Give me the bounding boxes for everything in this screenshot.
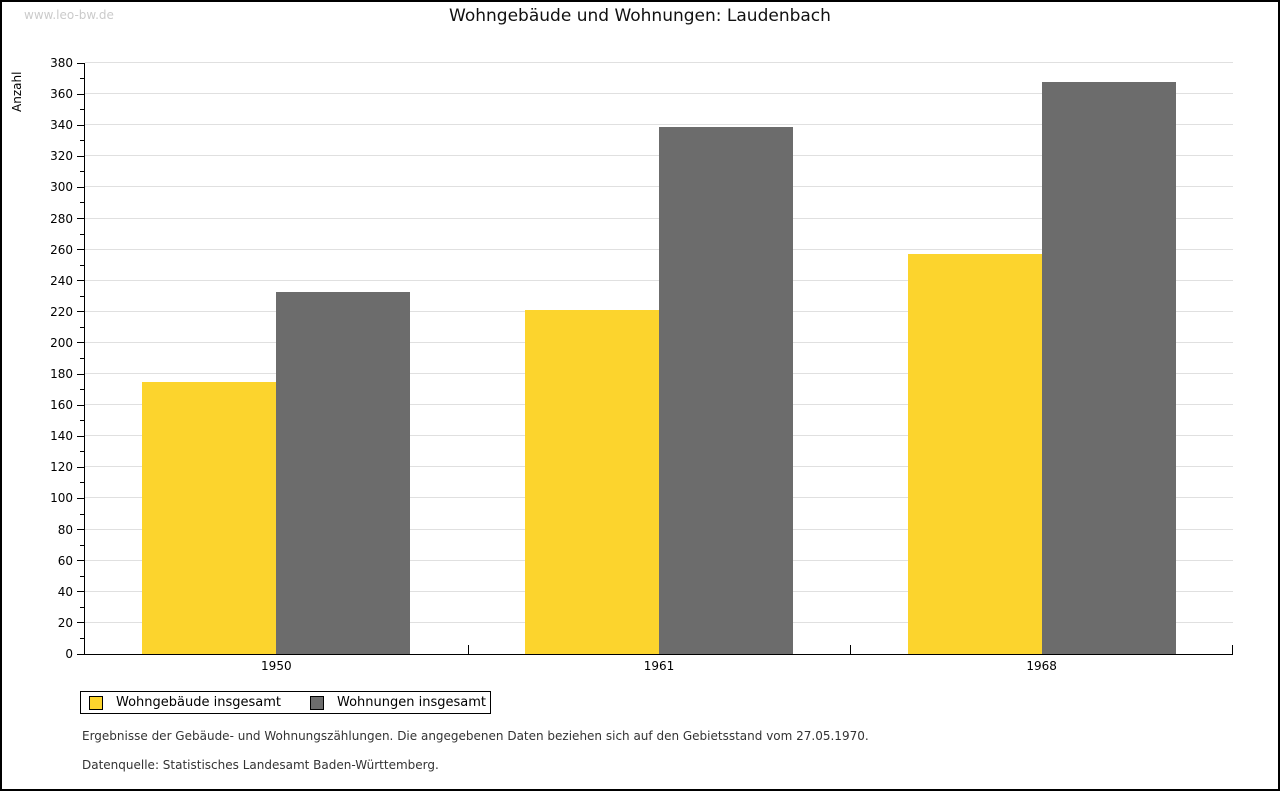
y-tick-160	[77, 404, 84, 406]
y-tick-label-60: 60	[57, 553, 73, 568]
y-tick-380	[77, 63, 84, 64]
y-tick-220	[77, 311, 84, 313]
y-tick-120	[77, 466, 84, 468]
y-tick-270	[80, 233, 84, 235]
legend-swatch-wohnungen	[310, 695, 324, 710]
y-tick-label-0: 0	[65, 647, 73, 661]
y-tick-170	[80, 389, 84, 391]
bar-1950-wohngebaeude	[142, 381, 277, 654]
legend-label-wohnungen: Wohnungen insgesamt	[337, 695, 486, 710]
y-tick-90	[80, 513, 84, 515]
y-tick-label-200: 200	[50, 335, 73, 350]
y-tick-40	[77, 591, 84, 593]
y-tick-label-280: 280	[50, 211, 73, 226]
y-tick-280	[77, 218, 84, 220]
y-tick-360	[77, 93, 84, 95]
y-tick-label-120: 120	[50, 460, 73, 475]
y-tick-20	[77, 622, 84, 624]
y-tick-label-40: 40	[57, 584, 73, 599]
y-tick-240	[77, 280, 84, 282]
y-tick-label-340: 340	[50, 118, 73, 133]
y-tick-100	[77, 497, 84, 499]
gridline-360	[85, 93, 1233, 95]
y-tick-label-360: 360	[50, 87, 73, 102]
y-tick-260	[77, 249, 84, 251]
y-tick-label-220: 220	[50, 304, 73, 319]
x-axis-end-tick	[1232, 645, 1233, 654]
y-tick-label-240: 240	[50, 273, 73, 288]
y-tick-140	[77, 435, 84, 437]
y-tick-290	[80, 202, 84, 204]
y-tick-310	[80, 171, 84, 173]
y-tick-50	[80, 575, 84, 577]
y-tick-0	[77, 653, 84, 655]
gridline-340	[85, 124, 1233, 126]
y-tick-label-100: 100	[50, 491, 73, 506]
legend-swatch-wohngebaeude	[89, 695, 103, 710]
y-tick-250	[80, 264, 84, 266]
legend: Wohngebäude insgesamt Wohnungen insgesam…	[80, 691, 491, 714]
y-tick-150	[80, 420, 84, 422]
y-tick-320	[77, 155, 84, 157]
footnote-datenquelle: Datenquelle: Statistisches Landesamt Bad…	[82, 758, 439, 772]
legend-item-wohngebaeude: Wohngebäude insgesamt	[89, 695, 281, 710]
y-tick-110	[80, 482, 84, 484]
y-tick-300	[77, 186, 84, 188]
x-separator-tick-1	[467, 645, 469, 654]
y-tick-label-180: 180	[50, 367, 73, 382]
y-tick-180	[77, 373, 84, 375]
y-tick-10	[80, 637, 84, 639]
y-tick-130	[80, 451, 84, 453]
y-tick-label-160: 160	[50, 398, 73, 413]
bar-1968-wohngebaeude	[907, 254, 1042, 654]
bar-1961-wohngebaeude	[525, 310, 659, 654]
footnote-gebietsstand: Ergebnisse der Gebäude- und Wohnungszähl…	[82, 729, 869, 743]
y-axis-label: Anzahl	[10, 71, 24, 112]
gridline-380	[85, 62, 1233, 63]
y-tick-label-260: 260	[50, 242, 73, 257]
y-tick-label-300: 300	[50, 180, 73, 195]
y-tick-200	[77, 342, 84, 344]
bar-1961-wohnungen	[659, 126, 793, 654]
y-tick-370	[80, 78, 84, 80]
y-tick-330	[80, 140, 84, 142]
y-tick-80	[77, 529, 84, 531]
x-tick-label-1950: 1950	[261, 659, 292, 673]
y-tick-70	[80, 544, 84, 546]
chart-title: Wohngebäude und Wohnungen: Laudenbach	[449, 6, 831, 26]
x-separator-tick-2	[850, 645, 852, 654]
y-tick-340	[77, 124, 84, 126]
y-tick-label-320: 320	[50, 149, 73, 164]
y-tick-label-20: 20	[57, 615, 73, 630]
x-tick-label-1968: 1968	[1026, 659, 1057, 673]
y-tick-230	[80, 295, 84, 297]
watermark: www.leo-bw.de	[24, 8, 114, 22]
y-tick-190	[80, 358, 84, 359]
x-tick-label-1961: 1961	[643, 659, 675, 673]
legend-label-wohngebaeude: Wohngebäude insgesamt	[116, 695, 281, 710]
y-tick-60	[77, 560, 84, 562]
y-tick-label-380: 380	[50, 56, 73, 70]
bar-1950-wohnungen	[276, 291, 411, 654]
plot-area: 0 20 40 60 80 100 120 140 160 180 200 220 240 260 280 3…	[50, 56, 1233, 673]
y-tick-30	[80, 606, 84, 608]
y-tick-350	[80, 109, 84, 111]
y-tick-label-80: 80	[57, 522, 73, 537]
bar-1968-wohnungen	[1041, 81, 1176, 654]
y-tick-210	[80, 326, 84, 328]
y-tick-label-140: 140	[50, 429, 73, 444]
legend-item-wohnungen: Wohnungen insgesamt	[310, 695, 486, 710]
